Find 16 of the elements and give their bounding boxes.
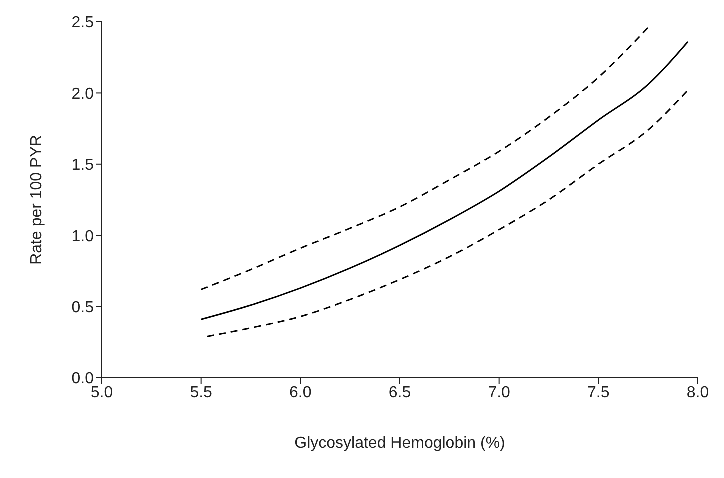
x-tick-label: 7.5 <box>588 384 610 402</box>
y-tick-label: 0.5 <box>72 299 94 316</box>
y-tick-label: 2.0 <box>72 86 94 103</box>
y-tick-label: 1.0 <box>72 228 94 246</box>
y-tick-label: 1.5 <box>72 157 94 174</box>
line-series <box>206 90 689 338</box>
x-tick-label: 8.0 <box>686 384 710 402</box>
line-series <box>200 26 650 290</box>
y-tick-label: 2.5 <box>72 14 94 32</box>
x-tick-label: 5.5 <box>190 384 213 402</box>
x-tick-label: 7.0 <box>488 384 511 402</box>
x-tick-label: 6.5 <box>388 384 412 402</box>
x-axis-title: Glycosylated Hemoglobin (%) <box>294 435 506 452</box>
y-axis-title: Rate per 100 PYR <box>28 135 46 265</box>
line-series <box>200 41 689 320</box>
x-tick-label: 6.0 <box>290 384 312 402</box>
